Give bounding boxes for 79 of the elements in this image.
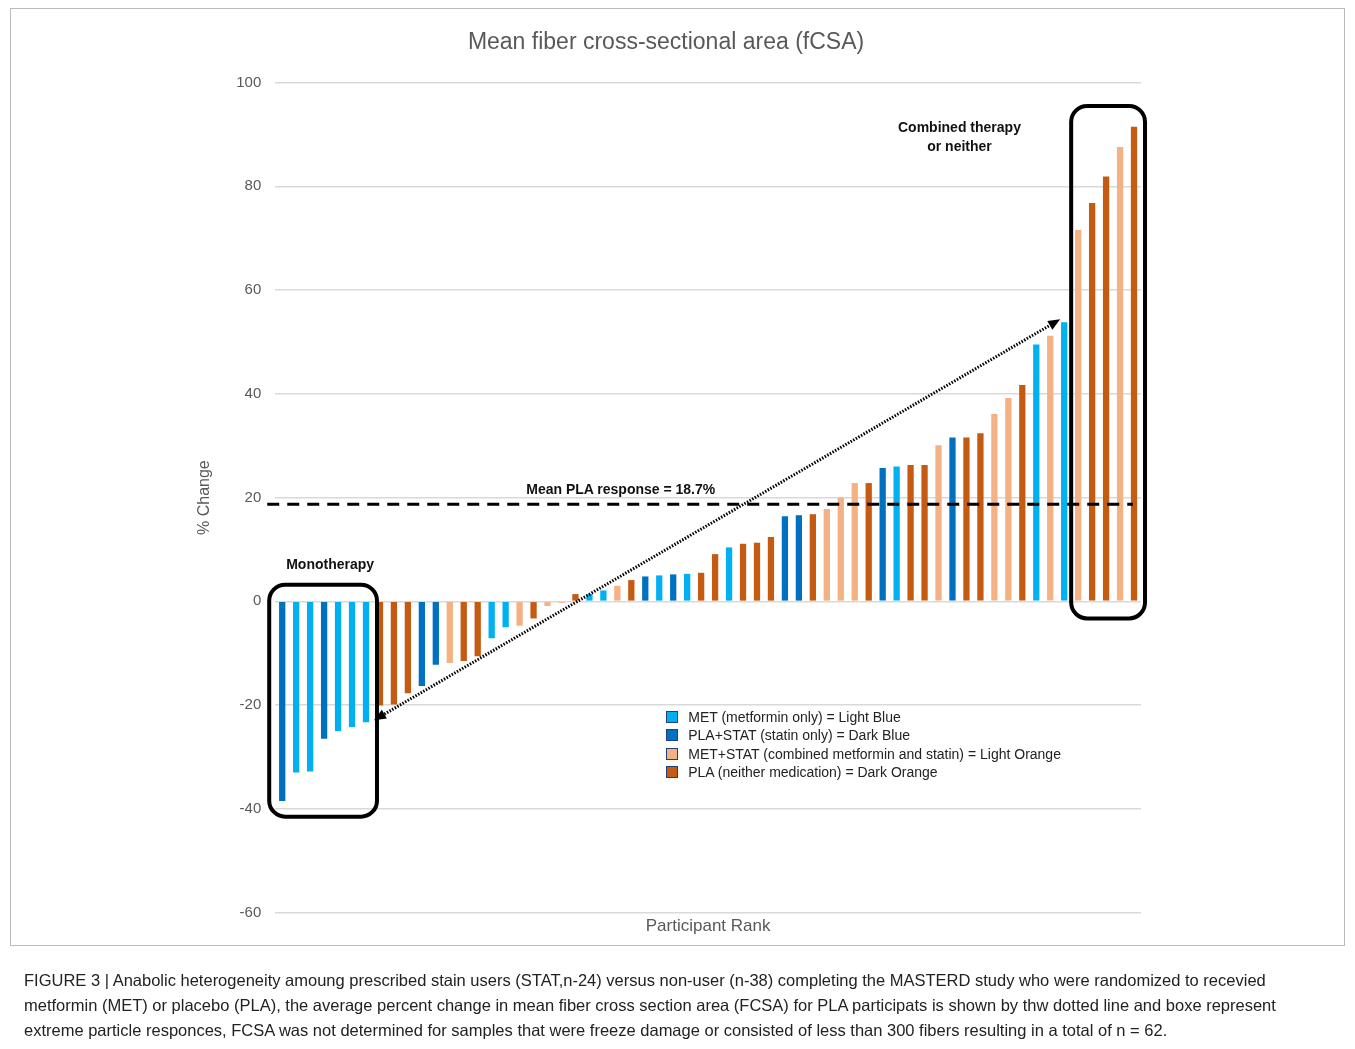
bar [879, 468, 886, 601]
bar [711, 554, 719, 601]
bar [851, 483, 858, 601]
y-tick-label: 40 [244, 383, 262, 401]
bar [767, 537, 775, 601]
bar [600, 590, 607, 601]
bar [642, 576, 649, 601]
y-tick-label: -40 [239, 798, 262, 816]
bar [670, 574, 677, 601]
bar [739, 543, 747, 601]
bar [949, 437, 956, 601]
bar [921, 464, 928, 601]
bar [474, 602, 481, 657]
y-tick-label: 0 [252, 591, 262, 609]
bar [530, 602, 537, 619]
bar [307, 602, 314, 772]
legend-label: MET (metformin only) = Light Blue [688, 708, 901, 725]
bar [837, 497, 844, 601]
bar [725, 547, 733, 601]
bar [781, 516, 789, 601]
bar [1005, 398, 1012, 601]
bar [432, 602, 439, 665]
bar [753, 542, 761, 601]
bar [488, 602, 495, 639]
bar [1019, 385, 1026, 601]
x-axis-title: Participant Rank [645, 916, 771, 936]
bar [404, 602, 412, 694]
bar [963, 437, 970, 601]
bar [991, 414, 998, 601]
ref-line-label: Mean PLA response = 18.7% [526, 481, 716, 498]
y-tick-label: -60 [239, 902, 262, 920]
bar [977, 433, 984, 601]
bar [460, 602, 467, 662]
bar [334, 602, 342, 732]
legend-label: MET+STAT (combined metformin and statin) = Light Orange [688, 745, 1061, 762]
bar [544, 602, 551, 607]
bar [446, 602, 453, 664]
caption: FIGURE 3 | Anabolic heterogeneity amoung prescribed stain users (STAT,n-24) versus non-user (n-38) completing the MASTERD study who were randomized to recevied metformin (MET) or placebo (PLA), the average percent change in mean fiber cross section area (FCSA) for PLA participats is shown by thw dotted line and boxe represent extreme particle responces, FCSA was not determined for samples that were freeze damage or consisted of less than 300 fibers resulting in a total of n = 62. [24, 970, 1277, 1041]
annotation: Combined therapy or neither [898, 119, 1022, 155]
bar [320, 602, 328, 739]
bar [572, 594, 579, 601]
annotation: Monotherapy [286, 555, 375, 572]
bar [418, 602, 425, 686]
bar [362, 602, 370, 723]
bar [348, 602, 356, 727]
bar [935, 445, 942, 601]
bar [628, 580, 635, 601]
bar [809, 514, 816, 601]
chart-title: Mean fiber cross-sectional area (fCSA) [467, 28, 865, 55]
bar [1088, 202, 1096, 601]
bar [684, 573, 691, 601]
bar [697, 572, 705, 601]
bar [1033, 344, 1040, 601]
bar [865, 483, 872, 601]
bar [656, 575, 663, 601]
bar [1116, 146, 1124, 601]
y-tick-label: -20 [239, 695, 262, 713]
bar [1075, 229, 1082, 601]
bar [795, 515, 803, 601]
bar [279, 602, 286, 802]
y-tick-label: 20 [244, 487, 262, 505]
bar [893, 466, 900, 601]
bar [823, 509, 830, 601]
bar [502, 602, 509, 628]
legend-label: PLA+STAT (statin only) = Dark Blue [688, 727, 910, 744]
bar [1061, 322, 1068, 601]
bar [1047, 335, 1054, 601]
y-tick-label: 60 [244, 280, 262, 298]
y-tick-label: 80 [244, 176, 262, 194]
bar [516, 602, 523, 626]
bar [293, 602, 300, 773]
bar [614, 585, 621, 601]
bar [907, 464, 914, 601]
y-axis-title: % Change [195, 460, 213, 535]
bar [390, 602, 398, 705]
legend-label: PLA (neither medication) = Dark Orange [688, 764, 938, 781]
y-tick-label: 100 [236, 72, 262, 90]
bar [1102, 176, 1110, 601]
bar [1130, 126, 1138, 601]
